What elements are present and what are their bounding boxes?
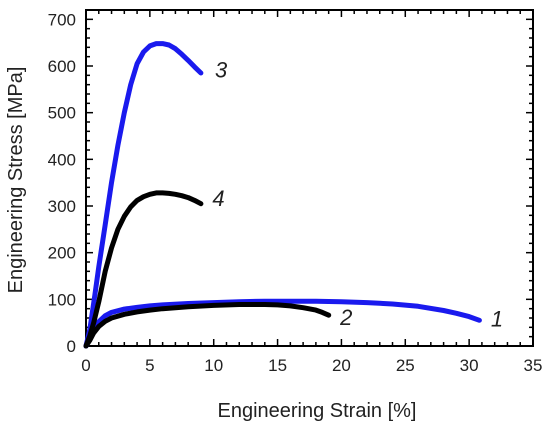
series-line-1 (83, 298, 482, 349)
x-tick-label: 5 (145, 356, 154, 375)
y-tick-label: 500 (48, 104, 76, 123)
x-axis-title: Engineering Strain [%] (217, 400, 416, 422)
y-tick-label: 600 (48, 57, 76, 76)
y-tick-label: 700 (48, 10, 76, 29)
series-line-2 (83, 302, 332, 349)
y-tick-label: 200 (48, 244, 76, 263)
y-tick-label: 300 (48, 197, 76, 216)
curve-label-3: 3 (215, 58, 228, 83)
series-group (83, 41, 482, 349)
curve-label-2: 2 (339, 305, 352, 330)
series-line-3 (83, 41, 204, 349)
x-tick-label: 20 (332, 356, 351, 375)
x-tick-label: 0 (81, 356, 90, 375)
y-tick-label: 0 (67, 337, 76, 356)
plot-frame (85, 9, 534, 347)
y-tick-label: 400 (48, 150, 76, 169)
x-tick-label: 15 (268, 356, 287, 375)
x-tick-label: 30 (460, 356, 479, 375)
curve-labels: 3 4 2 1 (212, 58, 503, 332)
curve-label-1: 1 (491, 306, 503, 331)
y-tick-label: 100 (48, 290, 76, 309)
curve-label-4: 4 (212, 186, 224, 211)
y-axis-title: Engineering Stress [MPa] (5, 67, 27, 294)
x-tick-label: 25 (396, 356, 415, 375)
x-tick-label: 10 (204, 356, 223, 375)
series-line-4 (83, 190, 204, 349)
x-tick-label: 35 (524, 356, 543, 375)
axes: 0 5 10 15 20 25 30 35 0 100 200 300 400 500 600 700 (48, 9, 543, 375)
